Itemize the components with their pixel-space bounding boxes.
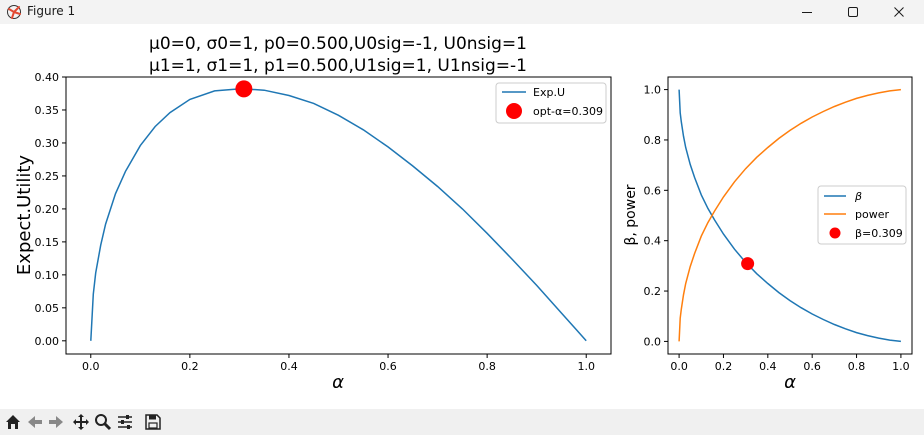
plot1-ytick-label: 0.15 [35, 236, 60, 249]
plot1-ytick-label: 0.30 [35, 137, 60, 150]
plot2-xtick-label: 0.0 [670, 360, 688, 373]
plot1-axes-frame [65, 76, 612, 355]
window-title-bar: Figure 1 [0, 0, 924, 24]
plot2-legend: β power β=0.309 [817, 185, 907, 245]
plot1-xtick-label: 1.0 [577, 360, 595, 373]
plot1-ytick-label: 0.35 [35, 104, 60, 117]
save-button[interactable] [142, 411, 164, 433]
plot1-ytick-label: 0.05 [35, 302, 60, 315]
plot1-xtick-label: 0.0 [82, 360, 100, 373]
plot1-ytick-label: 0.40 [35, 71, 60, 84]
plot2-ylabel: β, power [623, 184, 639, 245]
figure-title-line2: μ1=1, σ1=1, p1=0.500,U1sig=1, U1nsig=-1 [149, 56, 527, 76]
home-icon [6, 415, 20, 429]
plot2-ytick-label: 0.4 [644, 235, 662, 248]
plot2-xtick-label: 0.8 [848, 360, 866, 373]
configure-subplots-button[interactable] [114, 411, 136, 433]
maximize-icon [848, 7, 858, 17]
plot1-ytick-label: 0.10 [35, 269, 60, 282]
expected-utility-plot: 0.0 0.2 0.4 0.6 0.8 1.0 0.00 0.05 0.10 0.15 0.20 0… [14, 71, 612, 393]
legend-marker-beta [829, 227, 841, 239]
plot2-marker-0 [741, 257, 755, 271]
legend-label-expu: Exp.U [533, 86, 565, 99]
sliders-icon [118, 415, 132, 429]
plot2-series-line-0 [678, 89, 901, 343]
plot1-xtick-label: 0.4 [280, 360, 298, 373]
legend-marker-opt [506, 103, 522, 119]
plot1-series-line-0 [90, 88, 587, 342]
plot2-ytick-label: 0.8 [644, 134, 662, 147]
beta-power-plot: 0.0 0.2 0.4 0.6 0.8 1.0 0.00.20.40.60.81.0 α … [623, 76, 913, 393]
plot2-series-line-1 [678, 88, 901, 342]
plot2-ytick-label: 0.6 [644, 184, 662, 197]
magnifier-icon [95, 414, 112, 431]
home-button[interactable] [2, 411, 24, 433]
minimize-button[interactable] [784, 0, 830, 24]
plot2-xtick-label: 0.4 [759, 360, 777, 373]
plot2-axes-frame [667, 76, 913, 355]
minimize-icon [802, 12, 812, 13]
legend-label-opt: opt-α=0.309 [533, 105, 603, 118]
legend-label-beta-marker: β=0.309 [855, 227, 903, 240]
back-arrow-icon [28, 416, 42, 428]
navigation-toolbar [0, 409, 924, 435]
plot1-ytick-label: 0.25 [35, 170, 60, 183]
back-button[interactable] [24, 411, 46, 433]
plot1-xtick-label: 0.8 [478, 360, 496, 373]
zoom-button[interactable] [92, 411, 114, 433]
plot1-ylabel: Expect.Utility [14, 155, 35, 275]
plot2-xtick-label: 0.6 [803, 360, 821, 373]
figure-canvas: μ0=0, σ0=1, p0=0.500,U0sig=-1, U0nsig=1 … [0, 24, 924, 409]
legend-label-power: power [855, 208, 889, 221]
plot1-xtick-label: 0.2 [181, 360, 199, 373]
plot1-xlabel: α [332, 372, 344, 393]
maximize-button[interactable] [830, 0, 876, 24]
pan-button[interactable] [70, 411, 92, 433]
plot2-ytick-label: 0.2 [644, 285, 662, 298]
forward-button[interactable] [45, 411, 67, 433]
plot1-marker-0 [235, 80, 253, 98]
plot2-xtick-label: 1.0 [892, 360, 910, 373]
floppy-disk-icon [145, 414, 161, 430]
plot2-xtick-label: 0.2 [715, 360, 733, 373]
window-title: Figure 1 [27, 4, 76, 18]
plot1-xtick-label: 0.6 [379, 360, 397, 373]
figure-title-line1: μ0=0, σ0=1, p0=0.500,U0sig=-1, U0nsig=1 [149, 34, 527, 54]
plot2-xlabel: α [784, 372, 796, 393]
legend-label-beta: β [854, 190, 862, 203]
figure-svg: μ0=0, σ0=1, p0=0.500,U0sig=-1, U0nsig=1 … [14, 34, 913, 393]
plot1-ytick-label: 0.00 [35, 335, 60, 348]
matplotlib-icon [7, 5, 21, 19]
plot1-ytick-label: 0.20 [35, 203, 60, 216]
forward-arrow-icon [49, 416, 63, 428]
plot1-legend: Exp.U opt-α=0.309 [495, 82, 607, 124]
plot2-ytick-label: 1.0 [644, 84, 662, 97]
close-icon [894, 7, 904, 17]
move-icon [73, 414, 89, 430]
plot2-ytick-label: 0.0 [644, 335, 662, 348]
close-button[interactable] [876, 0, 922, 24]
